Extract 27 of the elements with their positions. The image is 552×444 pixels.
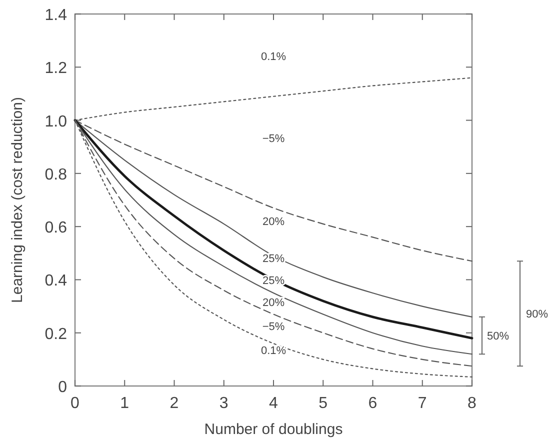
- y-tick-label: 0.8: [44, 166, 68, 184]
- x-tick-label: 6: [368, 395, 378, 412]
- x-tick-label: 7: [418, 395, 427, 412]
- annotation: 0.1%: [260, 345, 286, 357]
- y-tick-label: 1.2: [44, 60, 68, 78]
- text: 90%: [526, 308, 548, 321]
- x-tick-label: 1: [120, 395, 130, 412]
- x-axis-title: Number of doublings: [204, 421, 343, 438]
- y-tick-label: 1.0: [44, 113, 68, 130]
- annotation: 0.1%: [260, 51, 286, 63]
- y-tick-label: 0.6: [44, 220, 68, 237]
- y-tick-label: 0.4: [44, 272, 68, 290]
- annotation: 20%: [262, 297, 285, 309]
- x-tick-label: 2: [170, 395, 179, 412]
- x-tick-label: 3: [219, 395, 228, 412]
- x-tick-label: 8: [468, 395, 477, 412]
- y-tick-label: 0: [58, 379, 68, 396]
- annotation: −5%: [262, 133, 285, 145]
- x-tick-label: 5: [318, 395, 328, 412]
- text: 50%: [487, 330, 510, 343]
- x-tick-label: 0: [70, 395, 80, 412]
- x-tick-label: 4: [269, 395, 278, 412]
- y-axis-title: Learning index (cost reduction): [9, 97, 26, 303]
- y-tick-label: 0.2: [44, 326, 68, 343]
- y-tick-label: 1.4: [44, 7, 68, 24]
- annotation: −5%: [262, 321, 285, 333]
- annotation: 20%: [262, 216, 285, 228]
